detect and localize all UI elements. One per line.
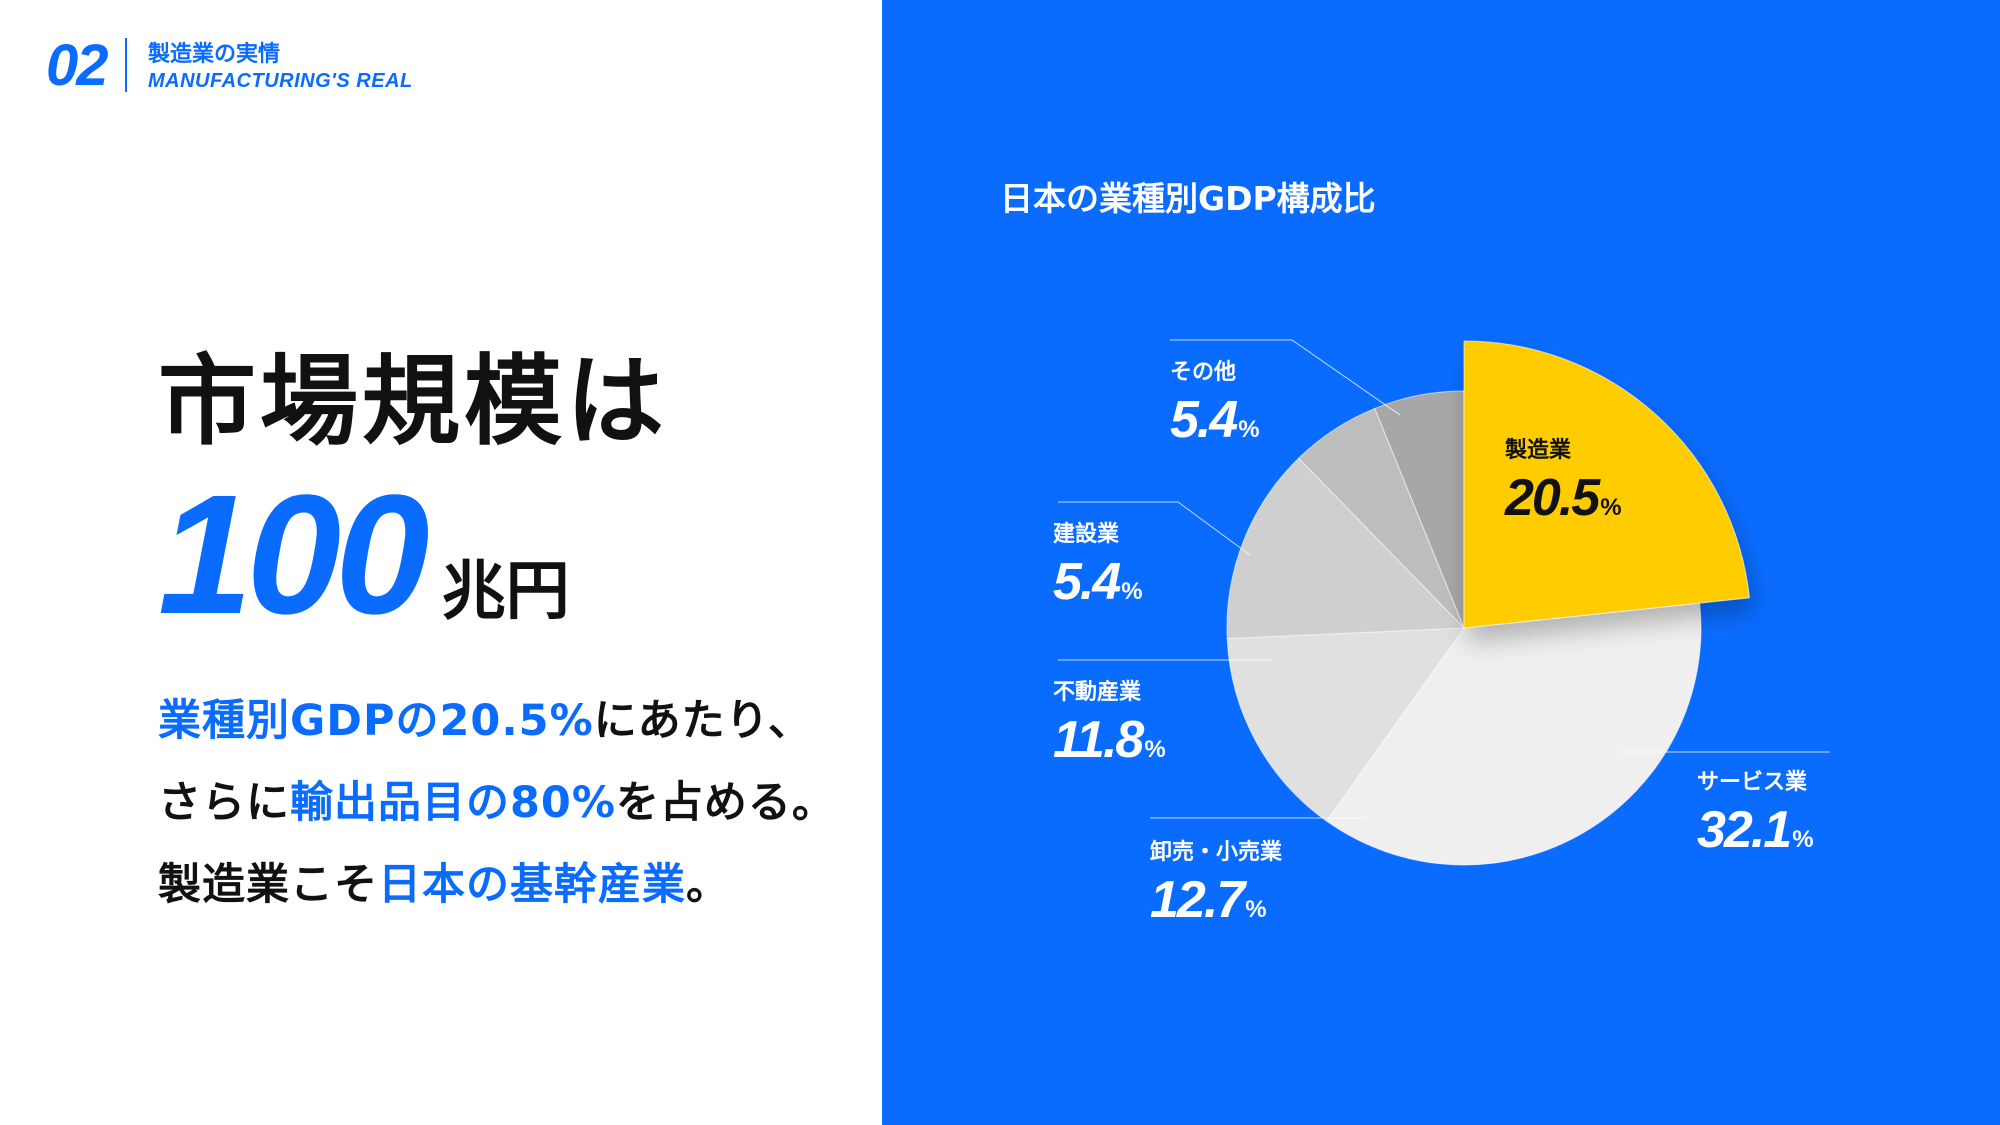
label-name: 卸売・小売業	[1150, 840, 1283, 865]
section-number: 02	[46, 33, 108, 98]
text-segment: さらに	[158, 778, 290, 828]
label-name: 不動産業	[1053, 680, 1142, 705]
label-manufacturing: 製造業 20.5%	[1505, 432, 1622, 528]
text-segment: にあたり、	[593, 696, 812, 746]
label-value: 20.5%	[1505, 468, 1622, 528]
leader-line-construction	[1058, 501, 1251, 556]
label-name: その他	[1170, 360, 1237, 385]
pie-slice-realestate	[1226, 457, 1466, 640]
label-value: 5.4%	[1053, 552, 1143, 612]
pie-slice-service	[1325, 602, 1702, 866]
percent-sign: %	[1121, 578, 1143, 605]
percent-sign: %	[1245, 896, 1267, 923]
label-value: 12.7%	[1150, 870, 1282, 930]
label-value: 11.8%	[1053, 710, 1166, 770]
market-value: 100	[158, 460, 430, 650]
section-divider	[125, 38, 127, 92]
headline: 市場規模は	[158, 345, 669, 459]
text-segment: を占める。	[615, 778, 836, 828]
percent-sign: %	[1238, 416, 1260, 443]
label-name: 製造業	[1505, 438, 1572, 463]
label-other: その他 5.4%	[1170, 354, 1260, 450]
label-name: 建設業	[1053, 522, 1120, 547]
percent-sign: %	[1144, 736, 1166, 763]
highlight-gdp: 業種別GDPの20.5%	[158, 696, 594, 746]
label-value: 5.4%	[1170, 390, 1260, 450]
value-number: 12.7	[1150, 871, 1245, 929]
pie-chart	[1058, 339, 1830, 866]
description: 業種別GDPの20.5%にあたり、 さらに輸出品目の80%を占める。 製造業こそ…	[158, 680, 858, 926]
value-number: 5.4	[1053, 553, 1121, 611]
percent-sign: %	[1600, 494, 1622, 521]
text-segment: 。	[686, 860, 730, 910]
description-line-3: 製造業こそ日本の基幹産業。	[158, 844, 858, 926]
label-realestate: 不動産業 11.8%	[1053, 674, 1166, 770]
label-value: 32.1%	[1697, 800, 1814, 860]
market-unit: 兆円	[441, 555, 570, 629]
section-title-en: MANUFACTURING'S REAL	[148, 70, 413, 92]
percent-sign: %	[1792, 826, 1814, 853]
value-number: 20.5	[1505, 469, 1600, 527]
text-segment: 製造業こそ	[158, 860, 378, 910]
left-panel: 02 製造業の実情 MANUFACTURING'S REAL 市場規模は 100…	[0, 0, 882, 1125]
description-line-2: さらに輸出品目の80%を占める。	[158, 762, 858, 844]
chart-title: 日本の業種別GDP構成比	[1000, 179, 1376, 218]
label-service: サービス業 32.1%	[1697, 764, 1814, 860]
description-line-1: 業種別GDPの20.5%にあたり、	[158, 680, 858, 762]
highlight-core-industry: 日本の基幹産業	[378, 860, 686, 910]
leader-line-other	[1170, 339, 1401, 416]
value-number: 11.8	[1053, 711, 1144, 769]
market-size: 100 兆円	[158, 470, 570, 640]
highlight-export: 輸出品目の80%	[290, 778, 616, 828]
value-number: 32.1	[1697, 801, 1792, 859]
value-number: 5.4	[1170, 391, 1238, 449]
pie-slice-manufacturing	[1463, 340, 1750, 629]
label-wholesale: 卸売・小売業 12.7%	[1150, 834, 1282, 930]
label-construction: 建設業 5.4%	[1053, 516, 1143, 612]
section-title-jp: 製造業の実情	[148, 42, 281, 67]
label-name: サービス業	[1697, 770, 1808, 795]
pie-slice-wholesale	[1226, 627, 1466, 822]
